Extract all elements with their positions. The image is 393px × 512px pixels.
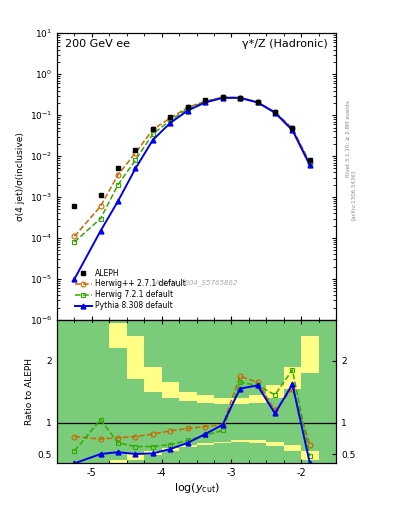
Y-axis label: σ(4 jet)/σ(inclusive): σ(4 jet)/σ(inclusive) — [17, 132, 26, 221]
Pythia 8.308 default — [290, 127, 295, 133]
Text: γ*/Z (Hadronic): γ*/Z (Hadronic) — [242, 39, 328, 49]
Herwig 7.2.1 default — [307, 161, 312, 167]
Herwig 7.2.1 default — [255, 99, 260, 105]
ALEPH — [238, 94, 242, 100]
Text: ALEPH_2004_S5765862: ALEPH_2004_S5765862 — [155, 280, 238, 286]
ALEPH — [151, 126, 155, 133]
Legend: ALEPH, Herwig++ 2.7.1 default, Herwig 7.2.1 default, Pythia 8.308 default: ALEPH, Herwig++ 2.7.1 default, Herwig 7.… — [72, 266, 189, 313]
Herwig 7.2.1 default — [220, 94, 225, 100]
Line: Herwig 7.2.1 default: Herwig 7.2.1 default — [72, 95, 312, 244]
Text: Rivet 3.1.10; ≥ 2.8M events: Rivet 3.1.10; ≥ 2.8M events — [346, 100, 351, 177]
ALEPH — [273, 109, 277, 115]
Herwig 7.2.1 default — [273, 109, 277, 115]
ALEPH — [290, 124, 295, 131]
Herwig++ 2.7.1 default — [185, 104, 190, 111]
Herwig 7.2.1 default — [98, 216, 103, 222]
Herwig 7.2.1 default — [72, 239, 77, 245]
ALEPH — [220, 94, 225, 100]
Y-axis label: Ratio to ALEPH: Ratio to ALEPH — [25, 358, 33, 425]
Herwig 7.2.1 default — [116, 182, 120, 188]
ALEPH — [116, 165, 120, 172]
Herwig++ 2.7.1 default — [203, 98, 208, 104]
Herwig++ 2.7.1 default — [151, 126, 155, 133]
X-axis label: $\log(y_{\mathrm{cut}})$: $\log(y_{\mathrm{cut}})$ — [174, 481, 219, 495]
Pythia 8.308 default — [203, 99, 208, 105]
Herwig++ 2.7.1 default — [133, 150, 138, 156]
Herwig 7.2.1 default — [290, 126, 295, 133]
Pythia 8.308 default — [307, 162, 312, 168]
Herwig 7.2.1 default — [185, 105, 190, 112]
Line: Herwig++ 2.7.1 default: Herwig++ 2.7.1 default — [72, 95, 312, 239]
Line: Pythia 8.308 default: Pythia 8.308 default — [72, 95, 312, 282]
Pythia 8.308 default — [273, 110, 277, 116]
Pythia 8.308 default — [133, 165, 138, 172]
Text: 200 GeV ee: 200 GeV ee — [65, 39, 130, 49]
Herwig++ 2.7.1 default — [220, 94, 225, 100]
Line: ALEPH: ALEPH — [72, 94, 312, 208]
Herwig 7.2.1 default — [151, 131, 155, 137]
Text: [arXiv:1306.3436]: [arXiv:1306.3436] — [351, 169, 356, 220]
Pythia 8.308 default — [116, 198, 120, 204]
Herwig++ 2.7.1 default — [72, 233, 77, 240]
ALEPH — [307, 157, 312, 163]
Herwig++ 2.7.1 default — [273, 109, 277, 115]
ALEPH — [255, 99, 260, 105]
Herwig++ 2.7.1 default — [238, 94, 242, 100]
Herwig 7.2.1 default — [133, 157, 138, 163]
Herwig++ 2.7.1 default — [307, 159, 312, 165]
Pythia 8.308 default — [220, 95, 225, 101]
ALEPH — [98, 193, 103, 199]
Herwig++ 2.7.1 default — [290, 125, 295, 132]
Herwig++ 2.7.1 default — [116, 172, 120, 178]
Herwig++ 2.7.1 default — [98, 203, 103, 209]
ALEPH — [72, 203, 77, 209]
Pythia 8.308 default — [238, 95, 242, 101]
Herwig++ 2.7.1 default — [168, 115, 173, 121]
Herwig 7.2.1 default — [168, 117, 173, 123]
ALEPH — [168, 114, 173, 120]
Herwig 7.2.1 default — [238, 95, 242, 101]
ALEPH — [133, 147, 138, 153]
ALEPH — [185, 104, 190, 110]
Herwig 7.2.1 default — [203, 98, 208, 104]
ALEPH — [203, 97, 208, 103]
Pythia 8.308 default — [185, 108, 190, 114]
Herwig++ 2.7.1 default — [255, 99, 260, 105]
Pythia 8.308 default — [98, 228, 103, 234]
Pythia 8.308 default — [255, 99, 260, 105]
Pythia 8.308 default — [151, 137, 155, 143]
Pythia 8.308 default — [72, 276, 77, 282]
Pythia 8.308 default — [168, 120, 173, 126]
